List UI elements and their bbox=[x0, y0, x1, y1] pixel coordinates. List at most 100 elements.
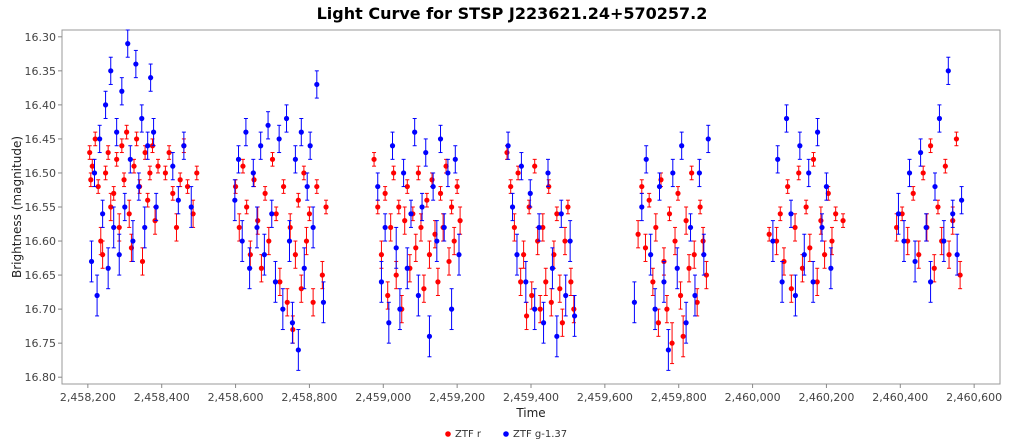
data-point bbox=[173, 224, 180, 231]
data-point bbox=[306, 211, 313, 217]
data-point bbox=[691, 252, 697, 258]
data-point bbox=[130, 238, 136, 244]
data-point bbox=[273, 211, 279, 217]
data-point bbox=[131, 163, 137, 169]
data-point bbox=[766, 231, 772, 237]
x-tick-label: 2,459,600 bbox=[577, 391, 633, 404]
data-point bbox=[823, 183, 830, 190]
data-point bbox=[190, 211, 196, 217]
data-point bbox=[773, 238, 780, 244]
data-point bbox=[298, 129, 304, 135]
data-point bbox=[540, 224, 546, 231]
data-point bbox=[100, 211, 106, 217]
data-point bbox=[452, 156, 458, 162]
data-point bbox=[298, 286, 304, 292]
data-point bbox=[255, 218, 261, 224]
data-point bbox=[133, 136, 140, 142]
data-point bbox=[518, 163, 524, 169]
data-point bbox=[953, 136, 960, 142]
data-point bbox=[650, 279, 656, 285]
data-point bbox=[701, 252, 707, 258]
data-point bbox=[375, 204, 381, 210]
y-tick-label: 16.30 bbox=[25, 31, 57, 44]
x-tick-label: 2,458,800 bbox=[281, 391, 337, 404]
data-point bbox=[548, 299, 554, 305]
data-point bbox=[788, 286, 794, 292]
data-point bbox=[449, 306, 455, 312]
data-point bbox=[666, 211, 673, 217]
data-point bbox=[567, 238, 573, 244]
data-point bbox=[511, 224, 517, 231]
data-point bbox=[310, 224, 316, 231]
data-point bbox=[923, 224, 929, 231]
data-point bbox=[697, 204, 703, 210]
data-point bbox=[775, 156, 781, 162]
data-point bbox=[821, 252, 828, 258]
data-point bbox=[301, 265, 307, 271]
data-point bbox=[269, 156, 276, 162]
data-point bbox=[635, 231, 641, 237]
data-point bbox=[683, 218, 689, 224]
data-point bbox=[653, 224, 659, 231]
y-tick-label: 16.50 bbox=[25, 167, 57, 180]
data-point bbox=[454, 183, 460, 190]
data-point bbox=[413, 245, 419, 251]
x-tick-label: 2,460,200 bbox=[798, 391, 854, 404]
data-point bbox=[565, 204, 571, 210]
data-point bbox=[148, 75, 154, 81]
x-tick-label: 2,459,400 bbox=[503, 391, 559, 404]
data-point bbox=[549, 265, 556, 271]
data-point bbox=[545, 170, 551, 176]
data-point bbox=[810, 279, 816, 285]
data-point bbox=[235, 156, 242, 162]
data-point bbox=[125, 41, 131, 47]
x-axis-label: Time bbox=[515, 406, 545, 420]
data-point bbox=[523, 313, 530, 319]
data-point bbox=[508, 183, 514, 190]
data-point bbox=[289, 320, 296, 326]
data-point bbox=[194, 170, 200, 176]
data-point bbox=[840, 218, 846, 224]
data-point bbox=[946, 252, 952, 258]
data-point bbox=[122, 204, 128, 210]
y-axis: 16.30 16.35 16.40 16.45 16.50 16.55 16.60 16.65… bbox=[25, 31, 62, 384]
data-point bbox=[136, 183, 142, 190]
data-point bbox=[170, 190, 176, 196]
legend: ZTF r ZTF g-1.37 bbox=[445, 429, 567, 440]
data-point bbox=[677, 292, 684, 299]
data-point bbox=[239, 238, 245, 244]
data-point bbox=[94, 292, 100, 299]
data-point bbox=[114, 129, 120, 135]
data-point bbox=[244, 204, 250, 210]
data-point bbox=[108, 204, 114, 210]
data-point bbox=[280, 183, 287, 190]
data-point bbox=[906, 170, 913, 176]
data-point bbox=[232, 183, 239, 190]
data-point bbox=[537, 306, 543, 312]
data-point bbox=[829, 238, 835, 244]
data-point bbox=[777, 211, 783, 217]
data-point bbox=[388, 224, 394, 231]
data-point bbox=[258, 265, 265, 271]
data-point bbox=[686, 265, 692, 271]
data-point bbox=[679, 143, 685, 149]
data-point bbox=[446, 258, 452, 265]
x-tick-label: 2,459,200 bbox=[429, 391, 485, 404]
chart-title: Light Curve for STSP J223621.24+570257.2 bbox=[317, 4, 708, 23]
data-point bbox=[825, 190, 831, 196]
data-point bbox=[393, 245, 399, 251]
data-point bbox=[261, 252, 267, 258]
data-point bbox=[532, 306, 538, 312]
data-point bbox=[408, 211, 414, 217]
data-point bbox=[97, 136, 103, 142]
data-point bbox=[435, 279, 441, 285]
data-point bbox=[382, 190, 388, 196]
y-tick-label: 16.45 bbox=[25, 133, 57, 146]
data-point bbox=[670, 170, 676, 176]
data-point bbox=[451, 238, 457, 244]
data-point bbox=[430, 183, 436, 190]
series-1 bbox=[88, 29, 965, 371]
data-point bbox=[918, 149, 924, 156]
y-tick-label: 16.80 bbox=[25, 371, 57, 384]
